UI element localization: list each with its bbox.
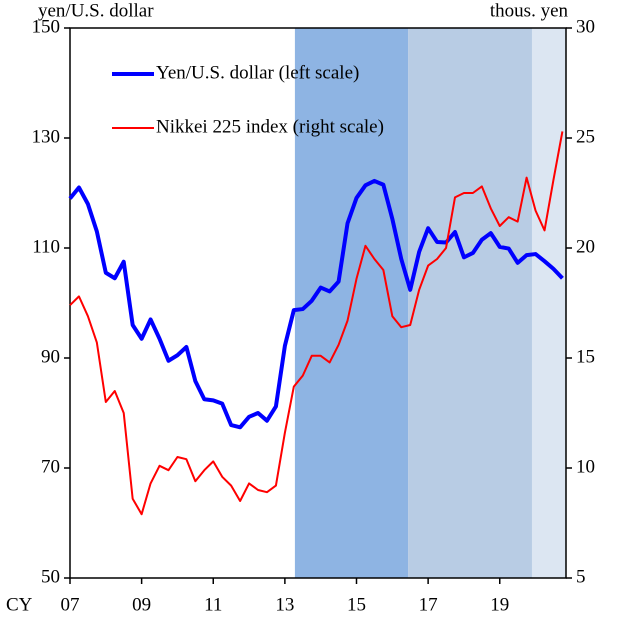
y2-tick-label: 5	[576, 566, 586, 587]
x-tick-label: 17	[419, 594, 438, 615]
x-tick-label: 07	[61, 594, 80, 615]
y2-tick-label: 10	[576, 456, 595, 477]
y-axis-label: yen/U.S. dollar	[38, 0, 154, 21]
y2-tick-label: 25	[576, 126, 595, 147]
x-axis-label: CY	[6, 594, 33, 615]
shaded-region	[531, 28, 566, 578]
shaded-region	[408, 28, 532, 578]
x-tick-label: 19	[490, 594, 509, 615]
x-tick-label: 15	[347, 594, 366, 615]
x-tick-label: 11	[204, 594, 222, 615]
y-tick-label: 70	[41, 456, 60, 477]
y-tick-label: 50	[41, 566, 60, 587]
y-tick-label: 110	[32, 236, 60, 257]
series-line	[68, 178, 564, 430]
y-tick-label: 150	[32, 16, 61, 37]
y-tick-label: 90	[41, 346, 60, 367]
x-tick-label: 13	[275, 594, 294, 615]
y2-tick-label: 15	[576, 346, 595, 367]
plot-frame	[69, 27, 567, 579]
y2-tick-label: 20	[576, 236, 595, 257]
legend-label: Nikkei 225 index (right scale)	[156, 116, 384, 137]
legend-label: Yen/U.S. dollar (left scale)	[156, 62, 359, 83]
y-tick-label: 130	[32, 126, 61, 147]
y2-axis-label: thous. yen	[490, 0, 569, 21]
y2-tick-label: 30	[576, 16, 595, 37]
series-line	[69, 131, 564, 516]
x-tick-label: 09	[132, 594, 151, 615]
